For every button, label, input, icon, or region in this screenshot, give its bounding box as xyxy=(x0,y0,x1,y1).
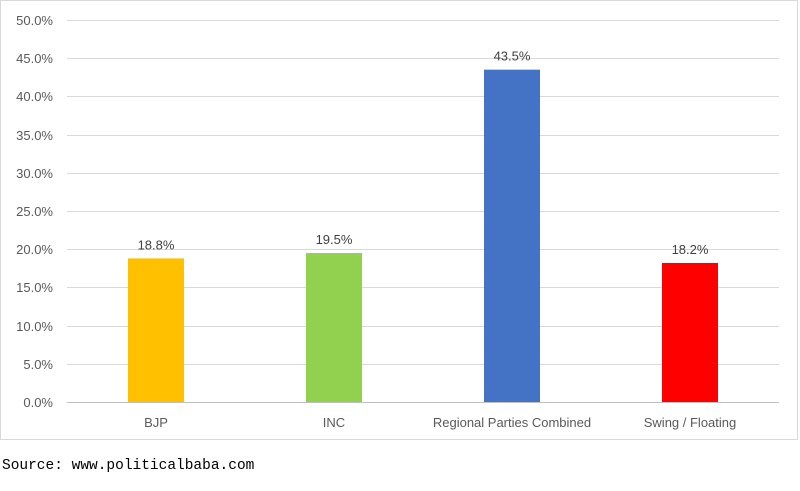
y-tick-label: 50.0% xyxy=(16,13,53,28)
y-tick-label: 35.0% xyxy=(16,128,53,143)
bar-data-label: 43.5% xyxy=(494,49,531,64)
y-tick-label: 10.0% xyxy=(16,319,53,334)
bar xyxy=(128,258,184,402)
bar-data-label: 19.5% xyxy=(316,232,353,247)
bar-chart: 0.0% 5.0% 10.0% 15.0% 20.0% 25.0% 30.0% 35.0% 40… xyxy=(16,13,779,430)
source-caption: Source: www.politicalbaba.com xyxy=(2,458,255,474)
x-category-label: INC xyxy=(323,415,345,430)
bar xyxy=(662,262,718,402)
y-axis-tick-labels: 0.0% 5.0% 10.0% 15.0% 20.0% 25.0% 30.0% 35.0% 40… xyxy=(16,13,53,410)
bar-data-label: 18.2% xyxy=(672,242,709,257)
bar xyxy=(484,69,540,402)
y-tick-label: 30.0% xyxy=(16,166,53,181)
y-tick-label: 45.0% xyxy=(16,51,53,66)
y-tick-label: 15.0% xyxy=(16,280,53,295)
y-tick-label: 25.0% xyxy=(16,204,53,219)
x-category-label: Swing / Floating xyxy=(644,415,737,430)
y-tick-label: 5.0% xyxy=(23,357,53,372)
y-tick-label: 0.0% xyxy=(23,395,53,410)
chart-area: 0.0% 5.0% 10.0% 15.0% 20.0% 25.0% 30.0% 35.0% 40… xyxy=(0,0,798,440)
bar xyxy=(306,253,362,402)
x-category-label: Regional Parties Combined xyxy=(433,415,591,430)
x-category-label: BJP xyxy=(144,415,168,430)
y-tick-label: 20.0% xyxy=(16,242,53,257)
x-axis-category-labels: BJP INC Regional Parties Combined Swing / F… xyxy=(144,415,736,430)
data-labels: 18.8% 19.5% 43.5% 18.2% xyxy=(138,49,709,257)
y-tick-label: 40.0% xyxy=(16,89,53,104)
bar-data-label: 18.8% xyxy=(138,237,175,252)
gridlines xyxy=(67,20,779,403)
bars xyxy=(128,69,718,402)
